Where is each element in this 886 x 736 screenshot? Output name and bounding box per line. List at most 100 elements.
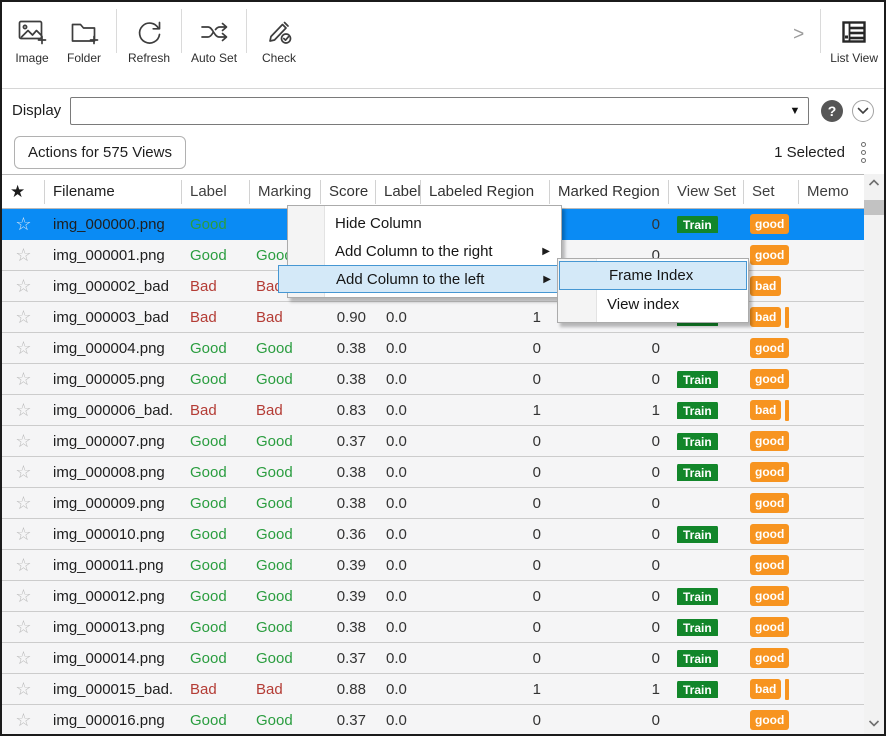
folder-button[interactable]: Folder [61, 2, 107, 65]
toolbar-right-group: > List View [783, 2, 884, 65]
combobox-dropdown-arrow-icon[interactable]: ▼ [789, 104, 801, 117]
refresh-button[interactable]: Refresh [126, 2, 172, 65]
cell-label: Bad [190, 680, 217, 698]
actions-button[interactable]: Actions for 575 Views [14, 136, 186, 169]
table-row[interactable]: ☆ img_000012.png Good Good 0.39 0.0 0 0 Train goo… [2, 581, 864, 612]
table-row[interactable]: ☆ img_000014.png Good Good 0.37 0.0 0 0 Train goo… [2, 643, 864, 674]
display-combobox-input[interactable] [71, 97, 782, 124]
auto-set-button[interactable]: Auto Set [191, 2, 237, 65]
row-star-icon[interactable]: ☆ [15, 430, 32, 451]
header-marked-region[interactable]: Marked Region [550, 179, 669, 204]
cell-label: Good [190, 339, 227, 357]
cell-score: 0.36 [336, 525, 366, 543]
header-marking[interactable]: Marking [250, 179, 321, 204]
table-row[interactable]: ☆ img_000010.png Good Good 0.36 0.0 0 0 Train goo… [2, 519, 864, 550]
header-labeled-region[interactable]: Labeled Region [421, 179, 550, 204]
row-star-icon[interactable]: ☆ [15, 492, 32, 513]
menu-item-add-column-to-the-right[interactable]: Add Column to the right ▶ [288, 237, 561, 265]
table-row[interactable]: ☆ img_000005.png Good Good 0.38 0.0 0 0 Train goo… [2, 364, 864, 395]
header-memo[interactable]: Memo [807, 183, 849, 200]
table-row[interactable]: ☆ img_000008.png Good Good 0.38 0.0 0 0 Train goo… [2, 457, 864, 488]
scroll-up-icon[interactable] [864, 174, 884, 192]
table-row[interactable]: ☆ img_000011.png Good Good 0.39 0.0 0 0 good [2, 550, 864, 581]
cell-labeled-region: 0 [532, 494, 541, 512]
table-row[interactable]: ☆ img_000007.png Good Good 0.37 0.0 0 0 Train goo… [2, 426, 864, 457]
row-star-icon[interactable]: ☆ [15, 616, 32, 637]
toolbar-overflow-chevron-icon[interactable]: > [793, 24, 805, 45]
cell-labeled-region: 1 [532, 401, 541, 419]
cell-label: Bad [190, 277, 217, 295]
row-star-icon[interactable]: ☆ [15, 523, 32, 544]
cell-set: good [744, 338, 799, 358]
header-label[interactable]: Label ( [376, 179, 421, 204]
table-row[interactable]: ☆ img_000016.png Good Good 0.37 0.0 0 0 good [2, 705, 864, 734]
collapse-chevron-button[interactable] [852, 99, 874, 122]
row-star-icon[interactable]: ☆ [15, 709, 32, 730]
set-badge: bad [750, 679, 782, 699]
header-view-set[interactable]: View Set [669, 179, 744, 204]
row-star-icon[interactable]: ☆ [15, 585, 32, 606]
image-button[interactable]: Image [9, 2, 55, 65]
cell-label: Bad [190, 401, 217, 419]
header-score[interactable]: Score [321, 179, 376, 204]
menu-item-hide-column[interactable]: Hide Column [288, 209, 561, 237]
display-combobox[interactable]: ▼ [70, 96, 809, 125]
pencil-check-icon [263, 15, 295, 49]
cell-filename: img_000005.png [53, 370, 165, 388]
cell-score: 0.39 [336, 587, 366, 605]
toolbar-separator [246, 9, 248, 53]
cell-label-confidence: 0.0 [386, 587, 407, 605]
table-row[interactable]: ☆ img_000013.png Good Good 0.38 0.0 0 0 Train goo… [2, 612, 864, 643]
menu-item-add-column-to-the-left[interactable]: Add Column to the left ▶ [278, 265, 563, 293]
cell-marked-region: 0 [651, 370, 660, 388]
scroll-down-icon[interactable] [864, 714, 884, 732]
header-star-icon[interactable]: ★ [2, 179, 45, 204]
row-star-icon[interactable]: ☆ [15, 275, 32, 296]
kebab-menu-icon[interactable] [861, 142, 866, 163]
row-star-icon[interactable]: ☆ [15, 213, 32, 234]
header-set[interactable]: Set [744, 179, 799, 204]
menu-item-label: Add Column to the left [336, 270, 485, 288]
cell-marking: Good [256, 370, 293, 388]
cell-marking: Good [256, 463, 293, 481]
list-view-button[interactable]: List View [830, 2, 878, 65]
help-button[interactable]: ? [821, 99, 843, 122]
toolbar-button-label: Image [15, 51, 49, 65]
row-star-icon[interactable]: ☆ [15, 368, 32, 389]
cell-label-confidence: 0.0 [386, 401, 407, 419]
menu-item-label: Add Column to the right [335, 242, 493, 260]
submenu-item-view-index[interactable]: View index [558, 290, 748, 319]
table-row[interactable]: ☆ img_000015_bad. Bad Bad 0.88 0.0 1 1 Train bad [2, 674, 864, 705]
row-star-icon[interactable]: ☆ [15, 244, 32, 265]
row-star-icon[interactable]: ☆ [15, 461, 32, 482]
cell-labeled-region: 0 [532, 525, 541, 543]
row-star-icon[interactable]: ☆ [15, 399, 32, 420]
submenu-gutter-line [596, 259, 597, 322]
submenu-item-frame-index[interactable]: Frame Index [559, 261, 747, 290]
vertical-scrollbar[interactable] [864, 174, 884, 734]
table-row[interactable]: ☆ img_000006_bad. Bad Bad 0.83 0.0 1 1 Train bad [2, 395, 864, 426]
cell-set: good [744, 462, 799, 482]
scrollbar-thumb[interactable] [864, 200, 884, 215]
shuffle-icon [197, 15, 231, 49]
cell-label: Good [190, 246, 227, 264]
row-star-icon[interactable]: ☆ [15, 678, 32, 699]
cell-marked-region: 0 [651, 556, 660, 574]
cell-marking: Good [256, 432, 293, 450]
table-row[interactable]: ☆ img_000004.png Good Good 0.38 0.0 0 0 good [2, 333, 864, 364]
header-label[interactable]: Label [182, 179, 250, 204]
row-star-icon[interactable]: ☆ [15, 554, 32, 575]
set-badge: good [750, 555, 790, 575]
cell-label-confidence: 0.0 [386, 618, 407, 636]
cell-marked-region: 0 [651, 246, 660, 264]
set-badge: good [750, 431, 790, 451]
row-star-icon[interactable]: ☆ [15, 337, 32, 358]
check-button[interactable]: Check [256, 2, 302, 65]
menu-gutter-line [324, 206, 325, 297]
row-star-icon[interactable]: ☆ [15, 647, 32, 668]
header-filename[interactable]: Filename [45, 179, 182, 204]
row-star-icon[interactable]: ☆ [15, 306, 32, 327]
table-row[interactable]: ☆ img_000009.png Good Good 0.38 0.0 0 0 good [2, 488, 864, 519]
set-badge: good [750, 524, 790, 544]
